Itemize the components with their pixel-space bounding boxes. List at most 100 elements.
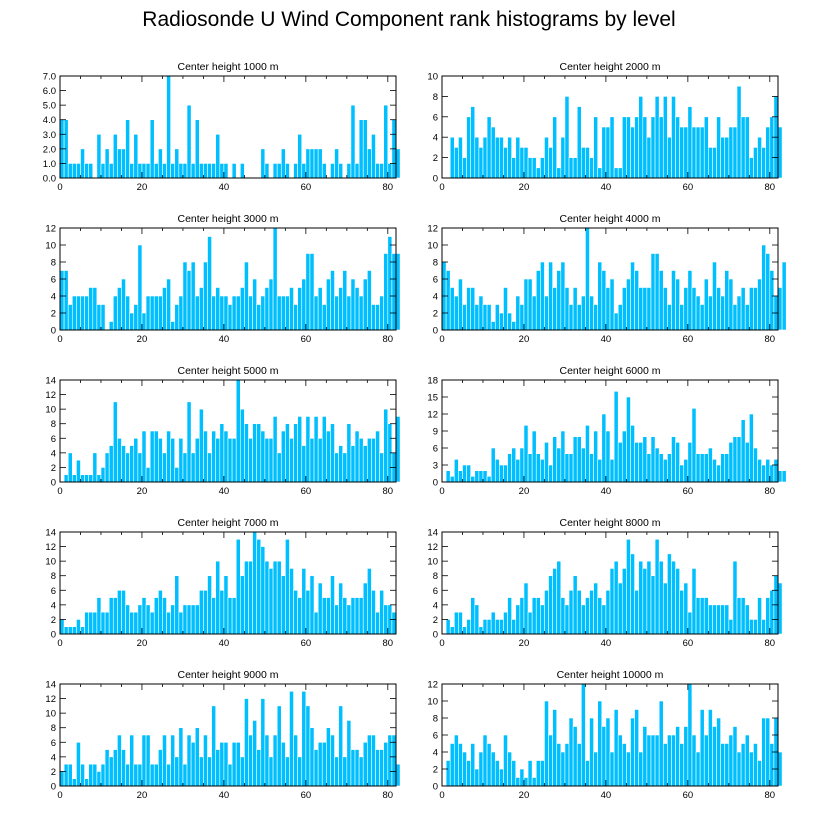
histogram-bar [272, 560, 278, 635]
histogram-bar [125, 119, 130, 179]
histogram-bar [280, 575, 286, 635]
histogram-bar [84, 611, 89, 635]
histogram-bar [564, 287, 570, 331]
histogram-bar [88, 611, 94, 635]
histogram-bar [211, 705, 217, 787]
histogram-bar [445, 619, 451, 635]
histogram-bar [667, 453, 672, 483]
histogram-bar [317, 148, 323, 179]
histogram-bar [474, 136, 480, 179]
histogram-bar [268, 568, 274, 635]
histogram-bar [703, 734, 709, 787]
histogram-bar [732, 726, 738, 787]
histogram-bar [371, 304, 376, 331]
histogram-bar [617, 304, 623, 331]
histogram-bar [462, 304, 467, 331]
histogram-bar [470, 106, 476, 179]
histogram-bar [301, 568, 307, 635]
histogram-bar [326, 597, 331, 635]
histogram-bar [280, 430, 286, 483]
y-tick-label: 2 [51, 767, 56, 778]
histogram-bar [67, 163, 73, 179]
histogram-bar [626, 751, 631, 787]
histogram-bar [88, 287, 94, 331]
histogram-bar [621, 287, 627, 331]
y-tick-label: 6 [51, 275, 56, 286]
histogram-bar [297, 597, 303, 635]
histogram-bar [227, 437, 233, 483]
histogram-bar [527, 278, 533, 331]
histogram-bar [757, 459, 762, 483]
histogram-bar [268, 278, 274, 331]
y-tick-label: 12 [45, 224, 56, 235]
histogram-bar [638, 96, 644, 179]
histogram-bar [716, 604, 721, 635]
histogram-bar [581, 147, 586, 179]
histogram-bar [190, 163, 196, 179]
histogram-bar [728, 126, 734, 179]
histogram-bar [92, 611, 98, 635]
histogram-bar [280, 295, 286, 331]
histogram-bar [141, 734, 147, 787]
y-tick-label: 14 [427, 528, 438, 539]
histogram-bar [486, 116, 492, 179]
rank-histogram-panel: Center height 10000 m 0 20 40 60 80 0 2 4 6 8 10 12 [427, 669, 783, 801]
x-tick-label: 80 [765, 486, 776, 497]
histogram-bar [621, 568, 627, 635]
histogram-bar [313, 416, 319, 483]
y-tick-label: 0 [433, 478, 438, 489]
histogram-bar [182, 452, 188, 483]
histogram-bar [158, 589, 163, 635]
y-tick-label: 1.0 [43, 159, 56, 170]
y-tick-label: 0 [51, 478, 56, 489]
histogram-bar [482, 136, 488, 179]
y-tick-label: 4 [433, 748, 438, 759]
histogram-bar [59, 270, 65, 331]
histogram-bar [757, 760, 762, 787]
histogram-bar [507, 453, 512, 483]
histogram-bar [84, 778, 89, 787]
histogram-bar [744, 442, 750, 483]
histogram-bar [605, 717, 611, 787]
x-tick-label: 0 [439, 334, 444, 345]
histogram-bar [654, 447, 660, 483]
histogram-bar [503, 611, 508, 635]
histogram-bar [170, 163, 176, 179]
x-tick-label: 40 [601, 638, 612, 649]
histogram-bar [449, 287, 455, 331]
histogram-bar [585, 597, 590, 635]
histogram-bar [276, 452, 282, 483]
histogram-bar [507, 312, 512, 331]
histogram-bar [453, 147, 459, 179]
histogram-bar [765, 459, 771, 483]
y-tick-label: 6 [51, 738, 56, 749]
histogram-bar [100, 611, 106, 635]
histogram-bar [732, 560, 738, 635]
x-tick-label: 40 [219, 486, 230, 497]
x-tick-label: 80 [765, 638, 776, 649]
histogram-bar [375, 304, 380, 331]
histogram-bar [560, 136, 566, 179]
y-tick-label: 8 [51, 419, 56, 430]
histogram-bar [190, 741, 196, 787]
histogram-bar [777, 287, 783, 331]
y-tick-label: 4 [51, 292, 56, 303]
histogram-bar [194, 604, 200, 635]
histogram-bar [712, 726, 717, 787]
histogram-bar [589, 717, 594, 787]
histogram-bar [691, 568, 697, 635]
y-tick-label: 6 [433, 112, 438, 123]
histogram-bar [708, 709, 713, 787]
histogram-bar [494, 459, 500, 483]
histogram-bar [104, 148, 110, 179]
histogram-bar [301, 690, 307, 787]
histogram-bar [667, 304, 672, 331]
histogram-bar [687, 106, 693, 179]
panel-title: Center height 5000 m [178, 365, 279, 377]
histogram-bar [617, 442, 623, 483]
x-tick-label: 60 [683, 334, 694, 345]
histogram-bar [190, 261, 196, 331]
x-tick-label: 40 [219, 334, 230, 345]
histogram-bar [749, 287, 754, 331]
histogram-bar [740, 597, 746, 635]
